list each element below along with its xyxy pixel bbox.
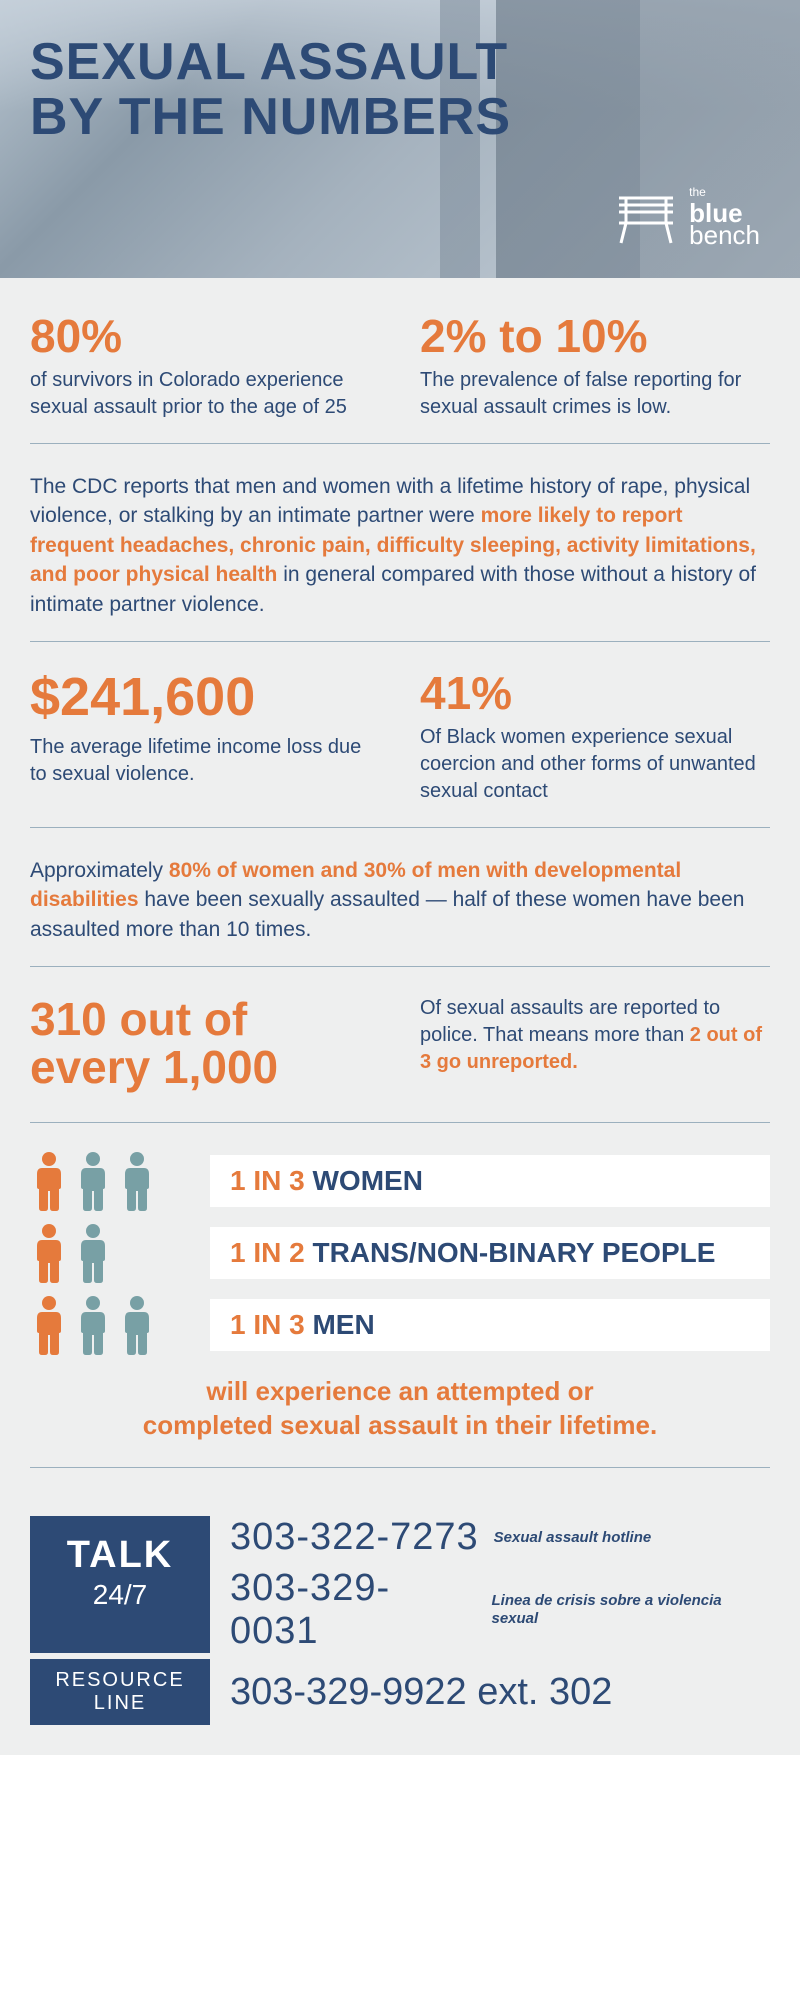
- stat-block-reported-desc: Of sexual assaults are reported to polic…: [420, 995, 770, 1100]
- dev-pre: Approximately: [30, 859, 169, 882]
- stat-value-l2: every 1,000: [30, 1041, 278, 1093]
- divider: [30, 1467, 770, 1468]
- prevalence-row: 1 IN 2 TRANS/NON-BINARY PEOPLE: [30, 1223, 770, 1283]
- footer-contact: TALK 24/7 303-322-7273 Sexual assault ho…: [0, 1516, 800, 1755]
- logo-text: the blue bench: [689, 186, 760, 248]
- content-body: 80% of survivors in Colorado experience …: [0, 278, 800, 1516]
- title-line-1: SEXUAL ASSAULT: [30, 33, 508, 91]
- prevalence-section: 1 IN 3 WOMEN 1 IN 2 TRANS/NON-BINARY PEO…: [30, 1151, 770, 1355]
- caption-l1: will experience an attempted or: [206, 1376, 593, 1406]
- page-title: SEXUAL ASSAULT BY THE NUMBERS: [30, 35, 770, 144]
- stat-row-3: 310 out of every 1,000 Of sexual assault…: [30, 995, 770, 1100]
- logo-bench: bench: [689, 222, 760, 248]
- hotline-phone: 303-322-7273: [230, 1516, 479, 1559]
- stat-value: 41%: [420, 670, 770, 716]
- person-icon: [30, 1223, 68, 1283]
- person-icon: [74, 1295, 112, 1355]
- divider: [30, 1122, 770, 1123]
- title-line-2: BY THE NUMBERS: [30, 88, 511, 146]
- person-icon: [74, 1151, 112, 1211]
- people-icons: [30, 1295, 190, 1355]
- stat-block-false-reporting: 2% to 10% The prevalence of false report…: [420, 313, 770, 421]
- prevalence-caption: will experience an attempted or complete…: [30, 1375, 770, 1443]
- person-icon: [30, 1295, 68, 1355]
- talk-label: TALK: [50, 1534, 190, 1577]
- talk-box: TALK 24/7: [30, 1516, 210, 1653]
- prevalence-label: 1 IN 3 MEN: [210, 1299, 770, 1351]
- stat-desc: The average lifetime income loss due to …: [30, 734, 380, 788]
- stat-row-1: 80% of survivors in Colorado experience …: [30, 313, 770, 421]
- stat-value: $241,600: [30, 670, 380, 724]
- talk-sub: 24/7: [50, 1579, 190, 1611]
- blue-bench-logo: the blue bench: [611, 186, 760, 248]
- stat-row-2: $241,600 The average lifetime income los…: [30, 670, 770, 805]
- resource-row: RESOURCE LINE 303-329-9922 ext. 302: [30, 1659, 770, 1725]
- hotline-row: TALK 24/7 303-322-7273 Sexual assault ho…: [30, 1516, 770, 1653]
- phone-row-2: 303-329-0031 Linea de crisis sobre a vio…: [230, 1567, 770, 1653]
- header-banner: SEXUAL ASSAULT BY THE NUMBERS the blue b…: [0, 0, 800, 278]
- stat-desc: Of Black women experience sexual coercio…: [420, 724, 770, 805]
- prevalence-label: 1 IN 3 WOMEN: [210, 1155, 770, 1207]
- people-icons: [30, 1223, 190, 1283]
- logo-the: the: [689, 186, 760, 198]
- crisis-label: Linea de crisis sobre a violencia sexual: [491, 1592, 770, 1628]
- stat-value-l1: 310 out of: [30, 993, 247, 1045]
- resource-phone: 303-329-9922 ext. 302: [230, 1659, 770, 1725]
- person-icon: [118, 1151, 156, 1211]
- phone-list: 303-322-7273 Sexual assault hotline 303-…: [230, 1516, 770, 1653]
- caption-l2: completed sexual assault in their lifeti…: [143, 1410, 657, 1440]
- developmental-disabilities-text: Approximately 80% of women and 30% of me…: [30, 856, 770, 944]
- reported-pre: Of sexual assaults are reported to polic…: [420, 997, 720, 1046]
- stat-value: 2% to 10%: [420, 313, 770, 359]
- stat-block-income-loss: $241,600 The average lifetime income los…: [30, 670, 380, 805]
- stat-desc: Of sexual assaults are reported to polic…: [420, 995, 770, 1076]
- divider: [30, 966, 770, 967]
- divider: [30, 827, 770, 828]
- stat-value: 310 out of every 1,000: [30, 995, 380, 1092]
- cdc-text: The CDC reports that men and women with …: [30, 472, 770, 619]
- stat-desc: The prevalence of false reporting for se…: [420, 367, 770, 421]
- stat-block-survivors: 80% of survivors in Colorado experience …: [30, 313, 380, 421]
- divider: [30, 443, 770, 444]
- bench-icon: [611, 193, 681, 248]
- stat-block-reported: 310 out of every 1,000: [30, 995, 380, 1100]
- people-icons: [30, 1151, 190, 1211]
- stat-block-black-women: 41% Of Black women experience sexual coe…: [420, 670, 770, 805]
- crisis-phone: 303-329-0031: [230, 1567, 476, 1653]
- prevalence-row: 1 IN 3 MEN: [30, 1295, 770, 1355]
- person-icon: [30, 1151, 68, 1211]
- divider: [30, 641, 770, 642]
- person-icon: [74, 1223, 112, 1283]
- person-icon: [118, 1295, 156, 1355]
- prevalence-label: 1 IN 2 TRANS/NON-BINARY PEOPLE: [210, 1227, 770, 1279]
- phone-row-1: 303-322-7273 Sexual assault hotline: [230, 1516, 770, 1559]
- prevalence-row: 1 IN 3 WOMEN: [30, 1151, 770, 1211]
- stat-value: 80%: [30, 313, 380, 359]
- stat-desc: of survivors in Colorado experience sexu…: [30, 367, 380, 421]
- resource-l2: LINE: [94, 1692, 146, 1714]
- hotline-label: Sexual assault hotline: [494, 1529, 652, 1547]
- resource-box: RESOURCE LINE: [30, 1659, 210, 1725]
- resource-l1: RESOURCE: [55, 1669, 184, 1691]
